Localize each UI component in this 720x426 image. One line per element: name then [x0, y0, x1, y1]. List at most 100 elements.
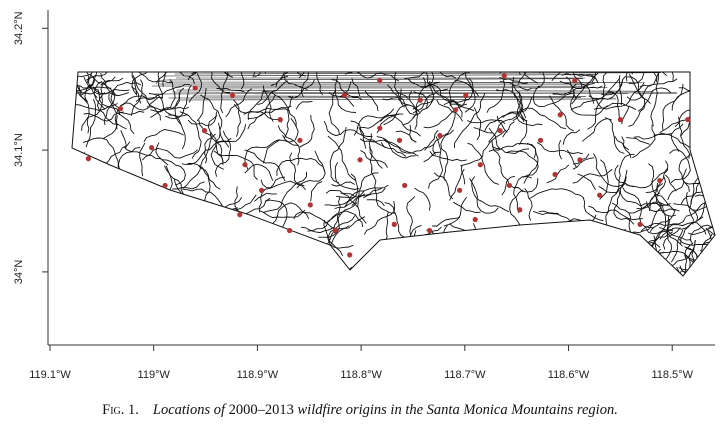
- road: [162, 72, 168, 87]
- wildfire-origin: [297, 137, 303, 143]
- road: [139, 142, 146, 177]
- road: [423, 151, 441, 163]
- road: [290, 118, 299, 141]
- road: [115, 190, 156, 234]
- road: [202, 250, 206, 276]
- wildfire-origin: [149, 145, 155, 151]
- road: [174, 93, 186, 150]
- road: [74, 198, 97, 224]
- region-outline: [71, 71, 716, 277]
- road: [576, 73, 599, 84]
- road: [473, 107, 482, 141]
- road: [120, 181, 149, 228]
- road: [596, 227, 617, 256]
- road: [178, 98, 617, 101]
- road: [462, 251, 477, 272]
- road: [626, 137, 650, 145]
- road: [296, 150, 326, 189]
- road: [172, 181, 205, 190]
- road: [169, 81, 643, 83]
- road: [695, 121, 712, 150]
- road-network: [72, 72, 715, 304]
- road: [82, 137, 122, 172]
- road: [324, 190, 365, 207]
- road: [471, 235, 527, 251]
- road: [108, 93, 135, 135]
- wildfire-origin: [437, 132, 443, 139]
- road: [527, 242, 555, 252]
- road: [694, 79, 707, 136]
- road: [141, 147, 198, 161]
- road: [628, 72, 656, 85]
- road: [582, 196, 604, 222]
- road: [432, 217, 461, 227]
- road: [331, 79, 363, 101]
- road: [562, 129, 581, 145]
- road: [154, 194, 213, 211]
- road: [640, 201, 669, 207]
- road: [257, 80, 288, 106]
- road: [611, 202, 671, 214]
- road: [570, 91, 608, 116]
- road: [708, 196, 715, 229]
- road: [163, 78, 583, 81]
- road: [200, 94, 230, 148]
- road: [310, 181, 323, 202]
- caption-text: Locations of: [152, 402, 229, 418]
- road: [685, 192, 707, 211]
- road: [665, 72, 674, 81]
- road: [635, 72, 658, 83]
- road: [254, 72, 272, 78]
- road: [407, 78, 440, 88]
- road: [330, 216, 366, 244]
- road: [662, 227, 681, 250]
- road: [708, 249, 715, 262]
- road: [295, 100, 313, 110]
- road: [609, 72, 634, 75]
- road: [197, 268, 219, 276]
- road: [281, 241, 319, 259]
- road: [648, 163, 675, 212]
- road: [640, 216, 686, 232]
- road: [412, 97, 435, 110]
- road: [453, 201, 481, 213]
- road: [671, 229, 684, 263]
- road: [622, 187, 655, 229]
- road: [693, 75, 715, 90]
- road: [410, 224, 422, 240]
- road: [473, 127, 493, 134]
- wildfire-origin: [452, 107, 459, 113]
- road: [593, 153, 627, 187]
- road: [363, 187, 386, 199]
- road: [327, 279, 357, 304]
- wildfire-origin: [572, 78, 578, 84]
- road: [93, 81, 106, 110]
- road: [633, 123, 684, 140]
- road: [155, 142, 186, 186]
- road: [315, 269, 340, 274]
- road: [612, 267, 655, 276]
- road: [549, 95, 575, 132]
- road: [150, 87, 185, 118]
- road: [254, 192, 277, 202]
- wildfire-origin: [162, 182, 168, 189]
- road: [207, 114, 224, 163]
- road: [363, 200, 396, 235]
- road: [449, 168, 465, 201]
- road: [581, 118, 612, 142]
- road: [182, 132, 213, 189]
- road: [569, 72, 584, 73]
- road: [72, 72, 90, 84]
- road: [440, 129, 454, 182]
- road: [368, 133, 383, 169]
- x-tick-label: 118.6°W: [548, 369, 590, 381]
- road: [143, 129, 184, 143]
- road: [502, 121, 515, 138]
- x-tick-label: 118.9°W: [237, 369, 279, 381]
- road: [163, 74, 597, 77]
- road: [669, 149, 691, 184]
- road: [612, 257, 626, 272]
- road: [449, 223, 491, 250]
- road: [293, 211, 350, 230]
- x-tick-label: 119.1°W: [29, 369, 71, 381]
